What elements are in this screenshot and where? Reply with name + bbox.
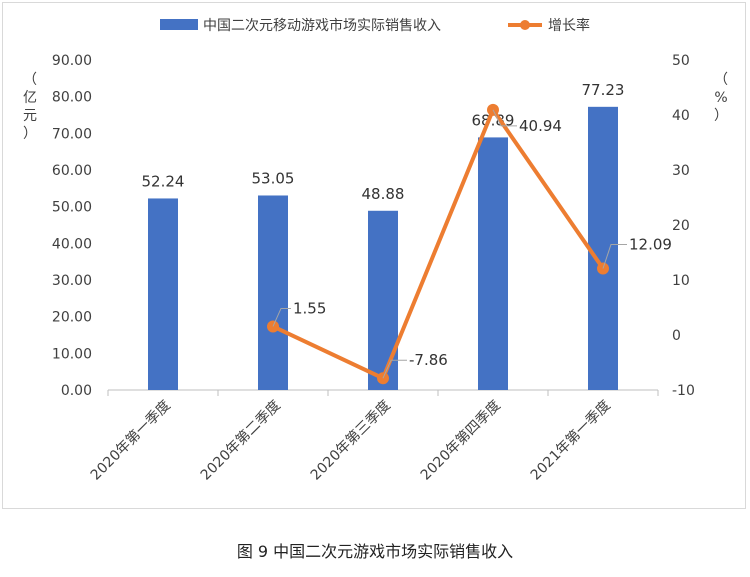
left-tick-label: 40.00	[52, 236, 92, 252]
bar	[148, 198, 178, 390]
x-category-label: 2021年第一季度	[527, 397, 614, 484]
x-category-label: 2020年第四季度	[417, 397, 504, 484]
bar	[588, 106, 618, 390]
left-tick-label: 60.00	[52, 163, 92, 179]
bar	[258, 195, 288, 390]
chart-legend: 中国二次元移动游戏市场实际销售收入 增长率	[160, 17, 590, 34]
legend-swatch-bar	[160, 19, 198, 30]
left-tick-label: 10.00	[52, 346, 92, 362]
legend-swatch-marker	[520, 20, 530, 30]
right-axis-unit: （%）	[714, 72, 728, 124]
left-axis-unit-label: （亿元）	[23, 72, 37, 142]
right-tick-label: 40	[672, 108, 690, 124]
growth-rate-data-label: 1.55	[293, 299, 326, 317]
bar	[368, 210, 398, 390]
growth-rate-leader-line	[492, 109, 517, 127]
chart-frame	[2, 2, 746, 509]
bar-data-label: 53.05	[252, 169, 295, 187]
right-tick-label: 0	[672, 328, 681, 344]
bar-data-label: 52.24	[142, 172, 185, 190]
right-tick-label: -10	[672, 383, 695, 399]
legend-label-line: 增长率	[548, 17, 590, 34]
line-series	[267, 103, 609, 385]
left-tick-label: 0.00	[61, 383, 92, 399]
growth-rate-data-label: 12.09	[629, 236, 672, 254]
left-tick-label: 90.00	[52, 53, 92, 69]
left-tick-label: 20.00	[52, 310, 92, 326]
line-data-labels: 1.55 -7.86 40.94 12.09	[272, 109, 672, 379]
combo-chart: 中国二次元移动游戏市场实际销售收入 增长率 （亿元） （%） 0.00 10.00…	[23, 17, 728, 484]
legend-label-bar: 中国二次元移动游戏市场实际销售收入	[203, 17, 441, 34]
growth-rate-data-label: 40.94	[519, 117, 562, 135]
growth-rate-leader-line	[272, 307, 291, 327]
left-tick-label: 70.00	[52, 126, 92, 142]
left-tick-label: 50.00	[52, 200, 92, 216]
bar	[478, 137, 508, 390]
figure-caption: 图 9 中国二次元游戏市场实际销售收入	[236, 542, 514, 561]
growth-rate-leader-line	[602, 244, 627, 269]
x-category-label: 2020年第一季度	[87, 397, 174, 484]
x-category-label: 2020年第三季度	[307, 397, 394, 484]
right-tick-label: 30	[672, 163, 690, 179]
bar-series	[148, 106, 618, 390]
left-tick-label: 30.00	[52, 273, 92, 289]
growth-rate-data-label: -7.86	[409, 351, 448, 369]
x-axis-labels: 2020年第一季度 2020年第二季度 2020年第三季度 2020年第四季度 2021…	[87, 397, 614, 484]
growth-rate-line	[272, 107, 605, 381]
left-tick-label: 80.00	[52, 90, 92, 106]
right-tick-label: 20	[672, 218, 690, 234]
right-tick-label: 10	[672, 273, 690, 289]
bar-data-label: 77.23	[582, 81, 625, 99]
right-axis-ticks: -10 0 10 20 30 40 50	[672, 53, 695, 399]
bar-data-label: 48.88	[362, 185, 405, 203]
right-tick-label: 50	[672, 53, 690, 69]
growth-rate-leader-line	[382, 359, 407, 379]
left-axis-unit: （亿元）	[23, 72, 37, 142]
right-axis-unit-label: （%）	[714, 72, 728, 124]
x-category-label: 2020年第二季度	[197, 397, 284, 484]
left-axis-ticks: 0.00 10.00 20.00 30.00 40.00 50.00 60.00 70.00 8…	[52, 53, 92, 399]
x-axis	[107, 389, 659, 396]
